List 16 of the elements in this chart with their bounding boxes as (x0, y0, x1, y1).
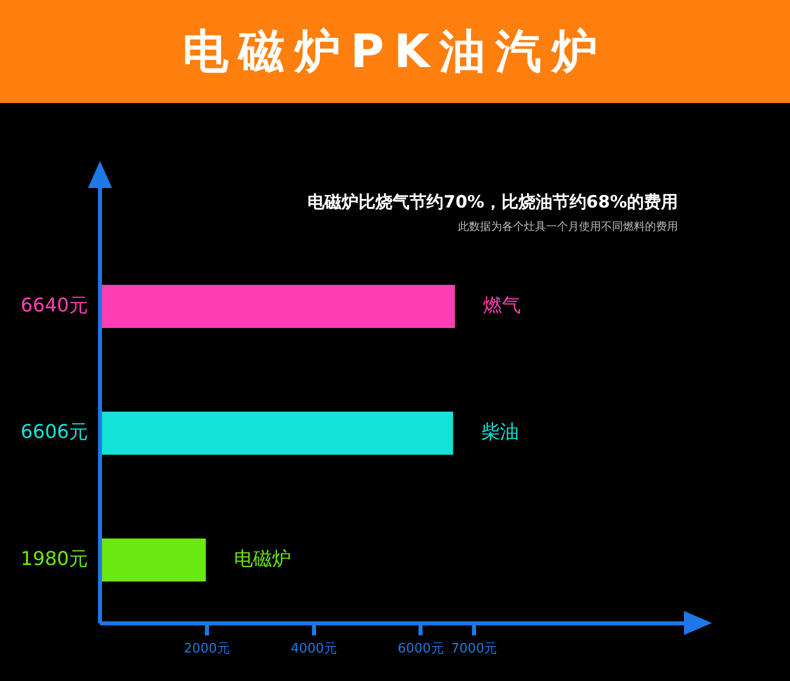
text: 电磁炉比烧气节约70%，比烧油节约68%的费用 (308, 192, 678, 212)
x-tick-label: 4000元 (290, 642, 337, 657)
data-label: 6606元 (20, 421, 88, 444)
data-label: 1980元 (20, 548, 88, 570)
bar (100, 284, 455, 328)
x-tick-label: 2000元 (184, 642, 230, 657)
y-tick-label: 电磁炉 (234, 548, 291, 570)
chart-title: 电磁炉PK油汽炉 (182, 22, 608, 80)
x-tick-label: 6000元 (398, 642, 444, 657)
y-tick-label: 柴油 (481, 421, 520, 444)
y-tick-label: 燃气 (482, 294, 521, 316)
bar (100, 412, 454, 455)
annotation: 此数据为各个灶具一个月使用不同燃料的费用 (458, 220, 678, 233)
x-tick-label: 7000元 (451, 642, 498, 657)
bar (100, 538, 206, 582)
data-label: 6640元 (20, 294, 88, 316)
